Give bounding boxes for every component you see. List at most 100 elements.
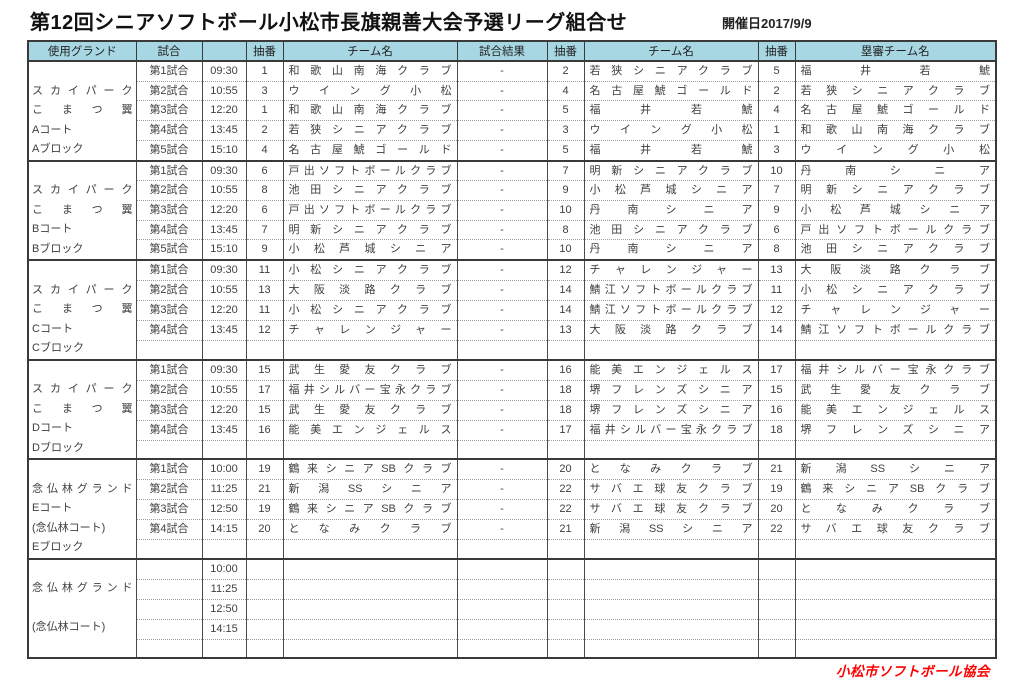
match-cell: 第1試合 bbox=[135, 260, 202, 281]
draw-number-cell bbox=[757, 598, 795, 619]
team-name-cell bbox=[583, 539, 758, 559]
team-name-cell: 明新シニアクラブ bbox=[583, 160, 758, 181]
ground-cell: スカイパーク こまつ翼 Aコート Aブロック bbox=[27, 61, 136, 161]
draw-number-cell bbox=[546, 539, 584, 559]
team-name-cell: 池田シニアクラブ bbox=[282, 180, 457, 201]
ground-line: Aコート bbox=[32, 123, 73, 136]
ground-line: こまつ翼 bbox=[32, 203, 133, 216]
ground-line bbox=[32, 62, 133, 82]
team-name-cell: 武生愛友クラブ bbox=[282, 359, 457, 380]
team-name-cell bbox=[282, 340, 457, 360]
match-cell: 第1試合 bbox=[135, 61, 202, 82]
match-cell: 第1試合 bbox=[135, 160, 202, 181]
event-date-label: 開催日2017/9/9 bbox=[722, 16, 812, 31]
time-cell: 12:20 bbox=[201, 199, 246, 221]
result-cell bbox=[456, 558, 547, 579]
umpire-team-cell bbox=[794, 598, 996, 619]
team-name-cell: 小松芦城シニア bbox=[282, 239, 457, 260]
table-row: 第2試合 10:55 13 大阪淡路クラブ -14 鯖江ソフトボールクラブ 11 小松シニアク… bbox=[28, 280, 996, 301]
team-name-cell: 池田シニアクラブ bbox=[583, 219, 758, 240]
team-name-cell: 丹南シニア bbox=[583, 199, 758, 221]
block-d: スカイパーク こまつ翼 Dコート Dブロック 第1試合 09:30 15 武生愛友クラブ -16… bbox=[27, 359, 996, 459]
draw-number-cell: 19 bbox=[245, 499, 283, 520]
time-cell: 10:00 bbox=[201, 459, 246, 480]
team-name-cell bbox=[583, 558, 758, 579]
ground-line: Aブロック bbox=[32, 143, 84, 155]
result-cell bbox=[456, 539, 547, 559]
time-cell bbox=[201, 439, 246, 459]
time-cell: 12:20 bbox=[201, 399, 246, 420]
match-cell bbox=[135, 598, 202, 619]
match-cell: 第2試合 bbox=[135, 80, 202, 101]
team-name-cell bbox=[583, 439, 758, 459]
header-team-name: チーム名 bbox=[583, 41, 758, 62]
time-cell: 15:10 bbox=[201, 239, 246, 260]
draw-number-cell: 7 bbox=[546, 160, 584, 181]
draw-number-cell: 20 bbox=[757, 499, 795, 520]
draw-number-cell: 10 bbox=[546, 199, 584, 221]
draw-number-cell bbox=[757, 638, 795, 658]
draw-number-cell bbox=[245, 578, 283, 599]
team-name-cell: 福井若鯱 bbox=[583, 100, 758, 121]
draw-number-cell: 16 bbox=[546, 359, 584, 380]
draw-number-cell: 12 bbox=[546, 260, 584, 281]
time-cell bbox=[201, 340, 246, 360]
team-name-cell: 若狭シニアクラブ bbox=[583, 61, 758, 82]
match-cell bbox=[135, 618, 202, 639]
time-cell: 14:15 bbox=[201, 519, 246, 540]
header-draw-number: 抽番 bbox=[757, 41, 795, 62]
ground-line: スカイパーク bbox=[32, 283, 133, 296]
result-cell: - bbox=[456, 359, 547, 380]
table-row bbox=[28, 539, 996, 559]
draw-number-cell: 8 bbox=[757, 239, 795, 260]
team-name-cell: 武生愛友クラブ bbox=[282, 399, 457, 420]
table-row: 11:25 bbox=[28, 578, 996, 599]
result-cell: - bbox=[456, 379, 547, 400]
ground-line bbox=[32, 560, 133, 580]
team-name-cell bbox=[583, 618, 758, 639]
umpire-team-cell: サバエ球友クラブ bbox=[794, 519, 996, 540]
team-name-cell: 鯖江ソフトボールクラブ bbox=[583, 280, 758, 301]
umpire-team-cell: 丹南シニア bbox=[794, 160, 996, 181]
header-time bbox=[201, 41, 246, 62]
team-name-cell: となみクラブ bbox=[282, 519, 457, 540]
table-row: 第2試合 10:55 8 池田シニアクラブ -9 小松芦城シニア 7 明新シニアクラブ bbox=[28, 180, 996, 201]
ground-line: (念仏林コート) bbox=[32, 621, 106, 633]
table-row: 第2試合 10:55 17 福井シルバー宝永クラブ -18 堺フレンズシニア 15 武生愛友ク… bbox=[28, 379, 996, 400]
draw-number-cell: 15 bbox=[245, 359, 283, 380]
umpire-team-cell: 福井シルバー宝永クラブ bbox=[794, 359, 996, 380]
ground-line: Eコート bbox=[32, 502, 73, 514]
team-name-cell bbox=[583, 598, 758, 619]
table-row: 第5試合 15:10 4 名古屋鯱ゴールド -5 福井若鯱 3 ウイング小松 bbox=[28, 139, 996, 161]
table-row: 第4試合 13:45 12 チャレンジャー -13 大阪淡路クラブ 14 鯖江ソフトボールクラ… bbox=[28, 320, 996, 341]
umpire-team-cell: 武生愛友クラブ bbox=[794, 379, 996, 400]
draw-number-cell: 21 bbox=[757, 459, 795, 480]
match-cell: 第1試合 bbox=[135, 459, 202, 480]
umpire-team-cell bbox=[794, 618, 996, 639]
team-name-cell bbox=[583, 340, 758, 360]
draw-number-cell: 5 bbox=[546, 139, 584, 161]
ground-line: Cブロック bbox=[32, 342, 84, 354]
ground-line: スカイパーク bbox=[32, 383, 133, 395]
table-row bbox=[28, 439, 996, 459]
team-name-cell: 大阪淡路クラブ bbox=[583, 320, 758, 341]
result-cell bbox=[456, 578, 547, 599]
draw-number-cell bbox=[757, 340, 795, 360]
time-cell: 10:55 bbox=[201, 280, 246, 301]
draw-number-cell: 13 bbox=[245, 280, 283, 301]
team-name-cell: 新潟SSシニア bbox=[583, 519, 758, 540]
time-cell: 13:45 bbox=[201, 120, 246, 141]
result-cell: - bbox=[456, 459, 547, 480]
match-cell bbox=[135, 340, 202, 360]
time-cell: 10:55 bbox=[201, 379, 246, 400]
draw-number-cell: 3 bbox=[245, 80, 283, 101]
result-cell bbox=[456, 340, 547, 360]
draw-number-cell: 22 bbox=[546, 499, 584, 520]
time-cell: 11:25 bbox=[201, 479, 246, 500]
time-cell: 10:55 bbox=[201, 180, 246, 201]
draw-number-cell bbox=[757, 618, 795, 639]
draw-number-cell: 7 bbox=[757, 180, 795, 201]
result-cell: - bbox=[456, 479, 547, 500]
time-cell: 15:10 bbox=[201, 139, 246, 161]
team-name-cell: 戸出ソフトボールクラブ bbox=[282, 160, 457, 181]
